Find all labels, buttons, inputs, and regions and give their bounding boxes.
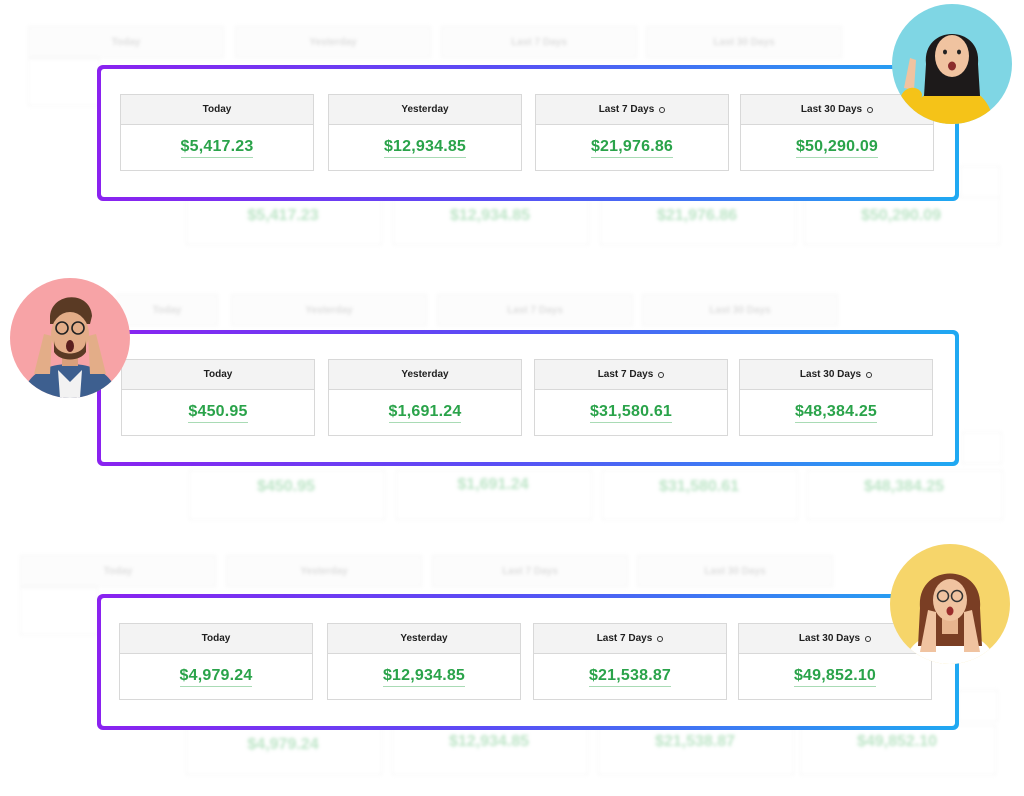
ghost-value: $21,538.87: [654, 733, 736, 750]
card-value[interactable]: $1,691.24: [388, 403, 462, 423]
surprised-woman-avatar-icon: [890, 544, 1010, 664]
card-value[interactable]: $48,384.25: [794, 403, 878, 423]
ghost-card: [28, 58, 100, 106]
ghost-header-last7: Last 7 Days: [437, 294, 633, 326]
stat-card-last-7-days: Last 7 Days $21,976.86: [535, 94, 729, 171]
info-icon[interactable]: [865, 635, 872, 642]
ghost-card: [20, 587, 98, 635]
stat-card-last-30-days: Last 30 Days $50,290.09: [740, 94, 934, 171]
card-value[interactable]: $450.95: [188, 403, 248, 423]
card-value[interactable]: $21,538.87: [588, 667, 672, 687]
info-icon[interactable]: [659, 106, 666, 113]
stat-card-yesterday: Yesterday $12,934.85: [328, 94, 522, 171]
card-label: Last 7 Days: [596, 633, 653, 644]
ghost-card: [396, 470, 592, 520]
ghost-card: [393, 195, 589, 245]
stat-card-today: Today $4,979.24: [119, 623, 313, 700]
ghost-value: $4,979.24: [247, 736, 319, 753]
ghost-value: $49,852.10: [856, 733, 938, 750]
info-icon[interactable]: [867, 106, 874, 113]
stat-card-last-7-days: Last 7 Days $31,580.61: [534, 359, 728, 436]
stat-card-last-7-days: Last 7 Days $21,538.87: [533, 623, 727, 700]
ghost-value: $31,580.61: [658, 478, 740, 495]
ghost-header-yesterday: Yesterday: [226, 555, 422, 587]
ghost-card: [958, 690, 998, 722]
stat-card-yesterday: Yesterday $1,691.24: [328, 359, 522, 436]
ghost-card: [600, 195, 796, 245]
ghost-card: [807, 470, 1003, 520]
woman-pointing-avatar-icon: [892, 4, 1012, 124]
stats-panel-2: Today $450.95 Yesterday $1,691.24 Last 7…: [97, 330, 959, 466]
ghost-card: [186, 195, 382, 245]
ghost-card: [960, 166, 1000, 198]
info-icon[interactable]: [658, 371, 665, 378]
ghost-header-yesterday: Yesterday: [231, 294, 427, 326]
stat-card-yesterday: Yesterday $12,934.85: [327, 623, 521, 700]
ghost-header-last7: Last 7 Days: [432, 555, 628, 587]
card-label: Today: [202, 104, 232, 115]
card-value[interactable]: $5,417.23: [180, 138, 254, 158]
info-icon[interactable]: [866, 371, 873, 378]
card-value[interactable]: $31,580.61: [589, 403, 673, 423]
stat-card-today: Today $450.95: [121, 359, 315, 436]
ghost-header-today: Today: [20, 555, 216, 587]
ghost-value: $450.95: [257, 478, 315, 495]
card-value[interactable]: $49,852.10: [793, 667, 877, 687]
card-label: Last 7 Days: [598, 104, 655, 115]
ghost-card: [800, 725, 996, 775]
ghost-card: [189, 470, 385, 520]
card-value[interactable]: $21,976.86: [590, 138, 674, 158]
ghost-value: $50,290.09: [860, 207, 942, 224]
card-label: Yesterday: [401, 369, 449, 380]
ghost-header-last30: Last 30 Days: [637, 555, 833, 587]
stats-panel-3: Today $4,979.24 Yesterday $12,934.85 Las…: [97, 594, 959, 730]
info-icon[interactable]: [657, 635, 664, 642]
card-label: Yesterday: [400, 633, 448, 644]
card-label: Yesterday: [401, 104, 449, 115]
ghost-value: $5,417.23: [247, 207, 319, 224]
card-label: Last 30 Days: [800, 104, 863, 115]
ghost-value: $48,384.25: [863, 478, 945, 495]
ghost-value: $12,934.85: [448, 733, 530, 750]
card-label: Today: [203, 369, 233, 380]
card-value[interactable]: $12,934.85: [382, 667, 466, 687]
ghost-header-today: Today: [116, 294, 218, 326]
ghost-value: $21,976.86: [656, 207, 738, 224]
stat-card-last-30-days: Last 30 Days $49,852.10: [738, 623, 932, 700]
ghost-header-last30: Last 30 Days: [646, 26, 842, 58]
stat-card-last-30-days: Last 30 Days $48,384.25: [739, 359, 933, 436]
card-label: Today: [201, 633, 231, 644]
card-value[interactable]: $12,934.85: [383, 138, 467, 158]
card-label: Last 30 Days: [798, 633, 861, 644]
card-label: Last 30 Days: [799, 369, 862, 380]
ghost-header-today: Today: [28, 26, 224, 58]
ghost-header-last7: Last 7 Days: [441, 26, 637, 58]
ghost-card: [962, 432, 1002, 464]
card-value[interactable]: $4,979.24: [179, 667, 253, 687]
ghost-card: [186, 725, 382, 775]
surprised-man-avatar-icon: [10, 278, 130, 398]
ghost-card: [804, 195, 1000, 245]
ghost-header-last30: Last 30 Days: [642, 294, 838, 326]
ghost-value: $12,934.85: [449, 207, 531, 224]
ghost-card: [602, 470, 798, 520]
card-label: Last 7 Days: [597, 369, 654, 380]
ghost-value: $1,691.24: [457, 476, 529, 493]
stats-panel-1: Today $5,417.23 Yesterday $12,934.85 Las…: [97, 65, 959, 201]
ghost-card: [392, 725, 588, 775]
stat-card-today: Today $5,417.23: [120, 94, 314, 171]
ghost-header-yesterday: Yesterday: [235, 26, 431, 58]
ghost-card: [598, 725, 794, 775]
card-value[interactable]: $50,290.09: [795, 138, 879, 158]
